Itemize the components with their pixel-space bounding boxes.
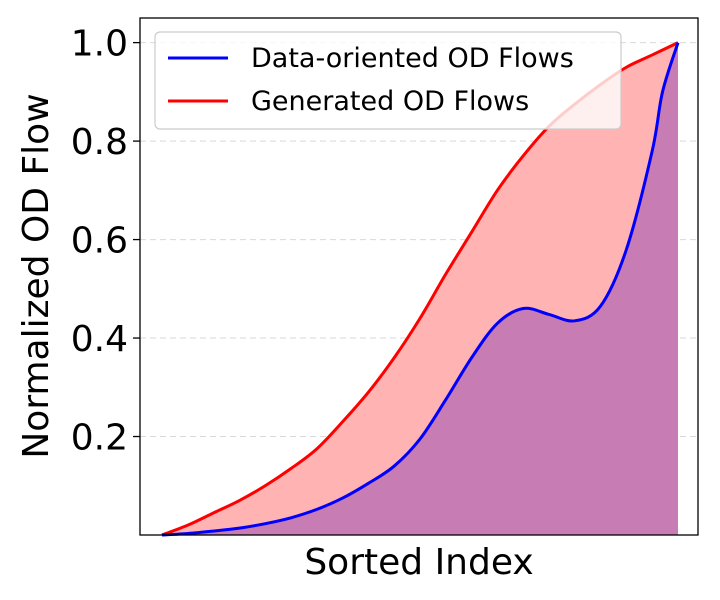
y-axis-ticks: 0.2 0.4 0.6 0.8 1.0 <box>71 24 140 459</box>
y-tick-label: 0.8 <box>71 122 128 163</box>
y-tick-label: 1.0 <box>71 24 128 65</box>
legend-box <box>154 31 622 130</box>
area-fill-series-0 <box>162 42 678 536</box>
plot-frame <box>139 17 699 536</box>
y-tick-label: 0.2 <box>71 418 128 459</box>
legend-label-data-oriented: Data-oriented OD Flows <box>251 43 574 74</box>
series-line-0 <box>161 42 680 537</box>
y-tick-label: 0.4 <box>71 319 128 360</box>
legend-label-generated: Generated OD Flows <box>251 86 529 117</box>
y-tick-label: 0.6 <box>71 221 128 262</box>
area-fills <box>162 42 678 536</box>
y-axis-label: Normalized OD Flow <box>16 93 57 458</box>
x-axis-label: Sorted Index <box>304 542 533 583</box>
legend: Data-oriented OD Flows Generated OD Flow… <box>154 31 622 130</box>
